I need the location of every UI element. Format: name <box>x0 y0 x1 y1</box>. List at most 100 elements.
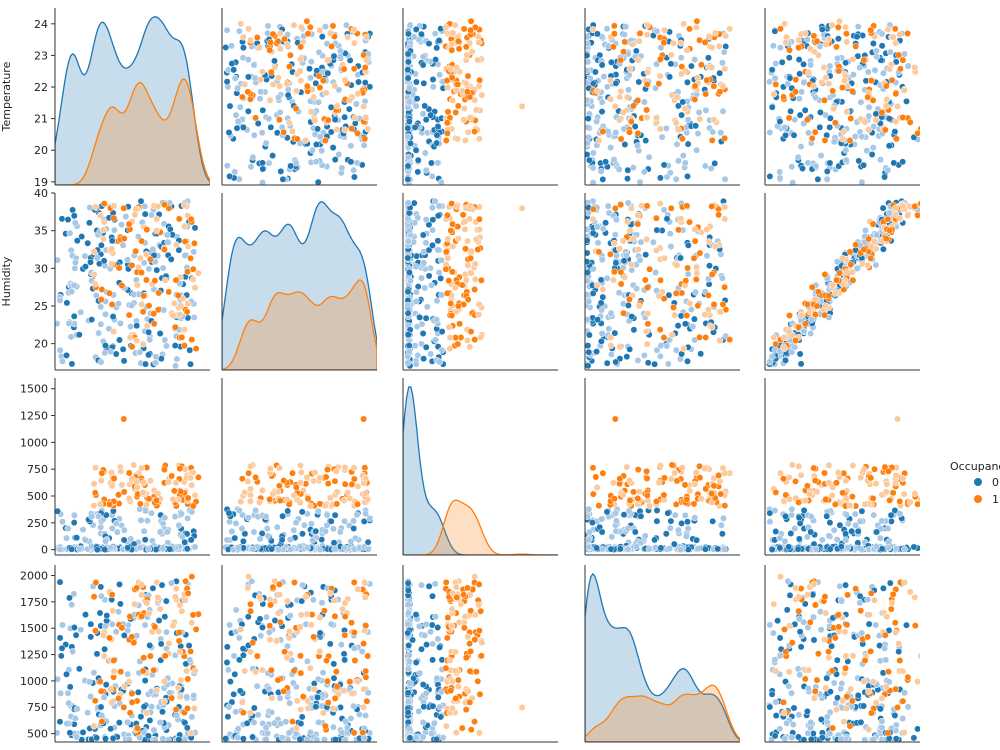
scatter-point-occupancy-0 <box>697 350 705 358</box>
scatter-point-occupancy-1 <box>115 694 122 702</box>
scatter-point-occupancy-0 <box>312 158 320 166</box>
scatter-point-occupancy-1 <box>138 612 146 620</box>
scatter-point-occupancy-0 <box>870 123 878 130</box>
scatter-point-occupancy-1 <box>623 93 631 101</box>
scatter-point-occupancy-1 <box>361 135 369 143</box>
scatter-point-occupancy-1 <box>174 684 182 692</box>
scatter-point-occupancy-0 <box>140 259 148 267</box>
scatter-point-occupancy-1 <box>128 261 136 269</box>
y-tick-label: 23 <box>34 49 48 62</box>
scatter-point-occupancy-0 <box>814 175 822 183</box>
scatter-point-occupancy-1 <box>867 77 875 85</box>
scatter-point-occupancy-0 <box>670 540 678 548</box>
scatter-point-occupancy-1 <box>361 490 369 497</box>
scatter-point-occupancy-1 <box>449 242 457 250</box>
scatter-point-occupancy-1 <box>464 72 472 80</box>
scatter-point-occupancy-1 <box>145 302 153 310</box>
scatter-point-occupancy-1 <box>454 302 462 310</box>
scatter-point-occupancy-1 <box>96 211 104 219</box>
scatter-point-occupancy-0 <box>598 330 606 337</box>
scatter-point-occupancy-1 <box>691 82 699 90</box>
scatter-point-occupancy-0 <box>84 709 92 717</box>
scatter-point-occupancy-1 <box>303 82 311 90</box>
scatter-point-occupancy-1 <box>643 491 651 499</box>
scatter-point-occupancy-0 <box>278 536 286 544</box>
scatter-point-occupancy-0 <box>264 22 272 30</box>
scatter-point-occupancy-1 <box>719 464 727 472</box>
scatter-point-occupancy-0 <box>110 226 118 234</box>
scatter-point-occupancy-0 <box>264 532 272 540</box>
scatter-point-occupancy-1 <box>454 37 462 45</box>
scatter-point-occupancy-1 <box>822 40 830 48</box>
scatter-point-occupancy-1 <box>172 241 180 249</box>
scatter-point-occupancy-1 <box>657 462 664 469</box>
scatter-point-occupancy-1 <box>652 214 660 222</box>
subplot-temperature-vs-light <box>402 8 558 186</box>
scatter-point-occupancy-1 <box>785 328 793 336</box>
scatter-point-occupancy-1 <box>672 500 680 508</box>
scatter-point-occupancy-0 <box>228 60 236 68</box>
scatter-point-occupancy-0 <box>589 164 597 172</box>
scatter-point-occupancy-0 <box>585 342 592 350</box>
scatter-point-occupancy-1 <box>133 483 141 491</box>
scatter-point-occupancy-1 <box>834 468 842 476</box>
scatter-point-occupancy-0 <box>636 256 644 264</box>
scatter-point-occupancy-1 <box>168 694 176 702</box>
y-tick-label: 35 <box>34 225 48 238</box>
scatter-point-occupancy-1 <box>92 464 99 472</box>
scatter-point-occupancy-0 <box>173 711 181 719</box>
scatter-point-occupancy-0 <box>663 215 671 223</box>
scatter-point-occupancy-1 <box>670 39 677 47</box>
scatter-point-occupancy-1 <box>847 261 855 269</box>
scatter-point-occupancy-1 <box>592 473 600 481</box>
scatter-point-occupancy-0 <box>768 546 776 553</box>
scatter-point-occupancy-0 <box>244 107 252 115</box>
scatter-point-occupancy-0 <box>347 158 355 166</box>
scatter-point-occupancy-0 <box>776 174 784 182</box>
scatter-point-occupancy-0 <box>102 310 109 318</box>
scatter-point-occupancy-0 <box>664 360 672 368</box>
scatter-point-occupancy-1 <box>888 76 896 84</box>
scatter-point-occupancy-0 <box>57 652 65 660</box>
scatter-point-occupancy-0 <box>238 525 246 532</box>
scatter-point-occupancy-0 <box>244 56 252 64</box>
scatter-point-occupancy-1 <box>115 491 122 499</box>
scatter-point-occupancy-0 <box>776 544 784 552</box>
scatter-point-occupancy-0 <box>345 105 353 113</box>
subplot-temperature-vs-humidity <box>221 8 377 186</box>
scatter-point-occupancy-0 <box>145 732 152 740</box>
scatter-point-occupancy-1 <box>810 32 818 40</box>
scatter-point-occupancy-1 <box>316 84 324 92</box>
scatter-point-occupancy-1 <box>792 337 799 344</box>
scatter-point-occupancy-0 <box>366 514 374 522</box>
scatter-point-occupancy-0 <box>681 320 689 328</box>
scatter-point-occupancy-0 <box>797 143 805 151</box>
scatter-point-occupancy-0 <box>428 172 436 180</box>
scatter-point-occupancy-0 <box>405 342 413 350</box>
scatter-point-occupancy-1 <box>686 299 694 307</box>
scatter-point-occupancy-0 <box>687 62 695 70</box>
scatter-point-occupancy-1 <box>886 496 894 504</box>
scatter-point-occupancy-0 <box>342 21 350 29</box>
scatter-point-occupancy-0 <box>849 71 857 79</box>
scatter-point-occupancy-1 <box>183 308 191 316</box>
subplot-light-vs-co2 <box>584 378 740 556</box>
scatter-point-occupancy-0 <box>225 129 233 136</box>
scatter-point-occupancy-0 <box>70 624 78 631</box>
scatter-point-occupancy-0 <box>585 40 591 47</box>
scatter-point-occupancy-1 <box>442 23 450 31</box>
scatter-point-occupancy-1 <box>246 95 254 103</box>
scatter-point-occupancy-1 <box>825 80 833 88</box>
scatter-point-occupancy-0 <box>268 545 276 553</box>
scatter-point-occupancy-0 <box>862 227 869 234</box>
scatter-point-occupancy-1 <box>136 254 144 262</box>
scatter-point-occupancy-0 <box>79 526 87 534</box>
scatter-point-occupancy-0 <box>800 60 808 68</box>
scatter-point-occupancy-1 <box>165 288 173 296</box>
subplot-light-vs-humidity <box>221 378 377 556</box>
scatter-point-occupancy-0 <box>314 125 322 133</box>
scatter-point-occupancy-1 <box>189 265 197 273</box>
scatter-point-occupancy-1 <box>143 226 151 234</box>
scatter-point-occupancy-1 <box>593 281 601 289</box>
scatter-point-occupancy-1 <box>917 200 920 207</box>
